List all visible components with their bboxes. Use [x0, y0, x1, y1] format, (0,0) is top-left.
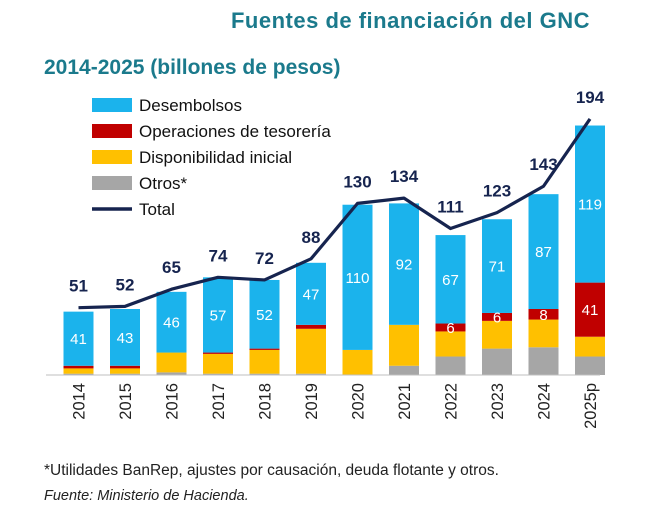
bar-label-desembolsos-2014: 41 — [70, 331, 87, 348]
legend-label-desembolsos: Desembolsos — [139, 96, 242, 115]
total-label-2015: 52 — [116, 275, 135, 294]
bar-tesoreria-2017 — [203, 352, 233, 354]
bar-label-desembolsos-2020: 110 — [346, 270, 370, 287]
bar-label-tesoreria-2023: 6 — [493, 309, 501, 326]
bar-otros-2018 — [249, 373, 280, 375]
bar-label-desembolsos-2024: 87 — [535, 244, 552, 261]
bar-desembolsos-2025p — [575, 125, 605, 283]
bar-otros-2017 — [203, 373, 233, 375]
legend-label-otros: Otros* — [139, 174, 188, 193]
bar-tesoreria-2015 — [110, 365, 140, 369]
bar-otros-2025p — [575, 356, 605, 375]
bar-desembolsos-2021 — [389, 203, 419, 325]
total-line — [78, 118, 592, 310]
bar-tesoreria-2024 — [528, 309, 559, 320]
x-tick-label-2024: 2024 — [536, 383, 554, 420]
bar-desembolsos-2017 — [203, 277, 233, 353]
bar-label-desembolsos-2018: 52 — [256, 307, 273, 324]
bar-desembolsos-2020 — [342, 204, 373, 350]
bar-tesoreria-2025p — [575, 282, 605, 337]
total-label-2024: 143 — [529, 155, 557, 174]
bar-disponibilidad-2023 — [482, 320, 512, 349]
x-tick-label-2016: 2016 — [164, 383, 182, 420]
legend-label-tesoreria: Operaciones de tesorería — [139, 122, 331, 141]
bar-label-desembolsos-2017: 57 — [210, 307, 227, 324]
bar-disponibilidad-2016 — [156, 352, 187, 373]
total-label-2014: 51 — [69, 277, 88, 296]
bar-label-desembolsos-2015: 43 — [117, 330, 134, 347]
bar-desembolsos-2014 — [63, 311, 94, 366]
bar-disponibilidad-2024 — [528, 319, 559, 348]
total-label-2020: 130 — [343, 172, 371, 191]
bar-otros-2014 — [63, 373, 94, 375]
bar-label-desembolsos-2019: 47 — [303, 286, 320, 303]
bar-tesoreria-2014 — [63, 365, 94, 369]
x-tick-label-2025p: 2025p — [582, 383, 600, 429]
bar-desembolsos-2023 — [482, 219, 512, 313]
stacked-bar-chart: 41 43 46 57 52 47 110 92 67 6 71 6 87 8 119 41 2014 2015 2… — [46, 88, 605, 429]
total-label-2023: 123 — [483, 182, 511, 201]
total-label-2018: 72 — [255, 249, 274, 268]
footnote: *Utilidades BanRep, ajustes por causació… — [44, 462, 499, 479]
bar-label-desembolsos-2021: 92 — [396, 257, 413, 274]
x-tick-label-2021: 2021 — [396, 383, 414, 420]
bar-otros-2021 — [389, 365, 419, 375]
bar-desembolsos-2019 — [296, 262, 326, 325]
bar-desembolsos-2022 — [435, 235, 466, 324]
bar-disponibilidad-2020 — [342, 349, 373, 375]
x-tick-label-2018: 2018 — [257, 383, 275, 420]
bar-desembolsos-2015 — [110, 309, 140, 366]
x-tick-label-2017: 2017 — [210, 383, 228, 420]
bar-label-desembolsos-2023: 71 — [489, 259, 506, 276]
chart-subtitle: 2014-2025 (billones de pesos) — [44, 56, 341, 79]
bar-label-desembolsos-2022: 67 — [442, 272, 459, 289]
total-label-2016: 65 — [162, 258, 181, 277]
bar-otros-2015 — [110, 373, 140, 375]
legend-swatch-otros — [92, 176, 132, 190]
legend-swatch-desembolsos — [92, 98, 132, 112]
total-label-2021: 134 — [390, 167, 419, 186]
bar-otros-2024 — [528, 347, 559, 375]
bar-otros-2022 — [435, 356, 466, 375]
legend-label-total: Total — [139, 200, 175, 219]
bar-label-tesoreria-2022: 6 — [446, 320, 454, 337]
legend-swatch-disponibilidad — [92, 150, 132, 164]
bar-disponibilidad-2018 — [249, 349, 280, 374]
x-tick-label-2014: 2014 — [71, 383, 89, 420]
bar-label-desembolsos-2016: 46 — [163, 315, 180, 332]
source-note: Fuente: Ministerio de Hacienda. — [44, 488, 249, 504]
bar-otros-2023 — [482, 348, 512, 375]
bar-tesoreria-2019 — [296, 324, 326, 329]
bar-desembolsos-2016 — [156, 291, 187, 353]
bar-label-desembolsos-2025p: 119 — [578, 197, 602, 214]
bar-disponibilidad-2017 — [203, 353, 233, 374]
total-label-2022: 111 — [437, 197, 464, 216]
total-label-2017: 74 — [209, 246, 228, 265]
bar-label-tesoreria-2025p: 41 — [582, 302, 599, 319]
bar-disponibilidad-2015 — [110, 368, 140, 374]
bar-disponibilidad-2022 — [435, 331, 466, 357]
chart-title: Fuentes de financiación del GNC — [230, 8, 590, 33]
x-tick-label-2023: 2023 — [489, 383, 507, 420]
bar-tesoreria-2023 — [482, 312, 512, 321]
bar-tesoreria-2018 — [249, 348, 280, 350]
total-label-2019: 88 — [302, 228, 321, 247]
bar-label-tesoreria-2024: 8 — [539, 307, 547, 324]
x-tick-label-2019: 2019 — [303, 383, 321, 420]
legend-label-disponibilidad: Disponibilidad inicial — [139, 148, 292, 167]
x-tick-label-2022: 2022 — [443, 383, 461, 420]
bar-tesoreria-2022 — [435, 323, 466, 332]
bar-desembolsos-2024 — [528, 194, 559, 309]
bar-disponibilidad-2025p — [575, 336, 605, 357]
bar-disponibilidad-2014 — [63, 368, 94, 374]
bar-otros-2016 — [156, 372, 187, 375]
bar-desembolsos-2018 — [249, 279, 280, 349]
x-tick-label-2015: 2015 — [117, 383, 135, 420]
legend-swatch-tesoreria — [92, 124, 132, 138]
bar-disponibilidad-2019 — [296, 328, 326, 374]
bar-otros-2019 — [296, 373, 326, 375]
x-tick-label-2020: 2020 — [350, 383, 368, 420]
total-label-2025p: 194 — [576, 88, 605, 107]
bar-disponibilidad-2021 — [389, 324, 419, 366]
